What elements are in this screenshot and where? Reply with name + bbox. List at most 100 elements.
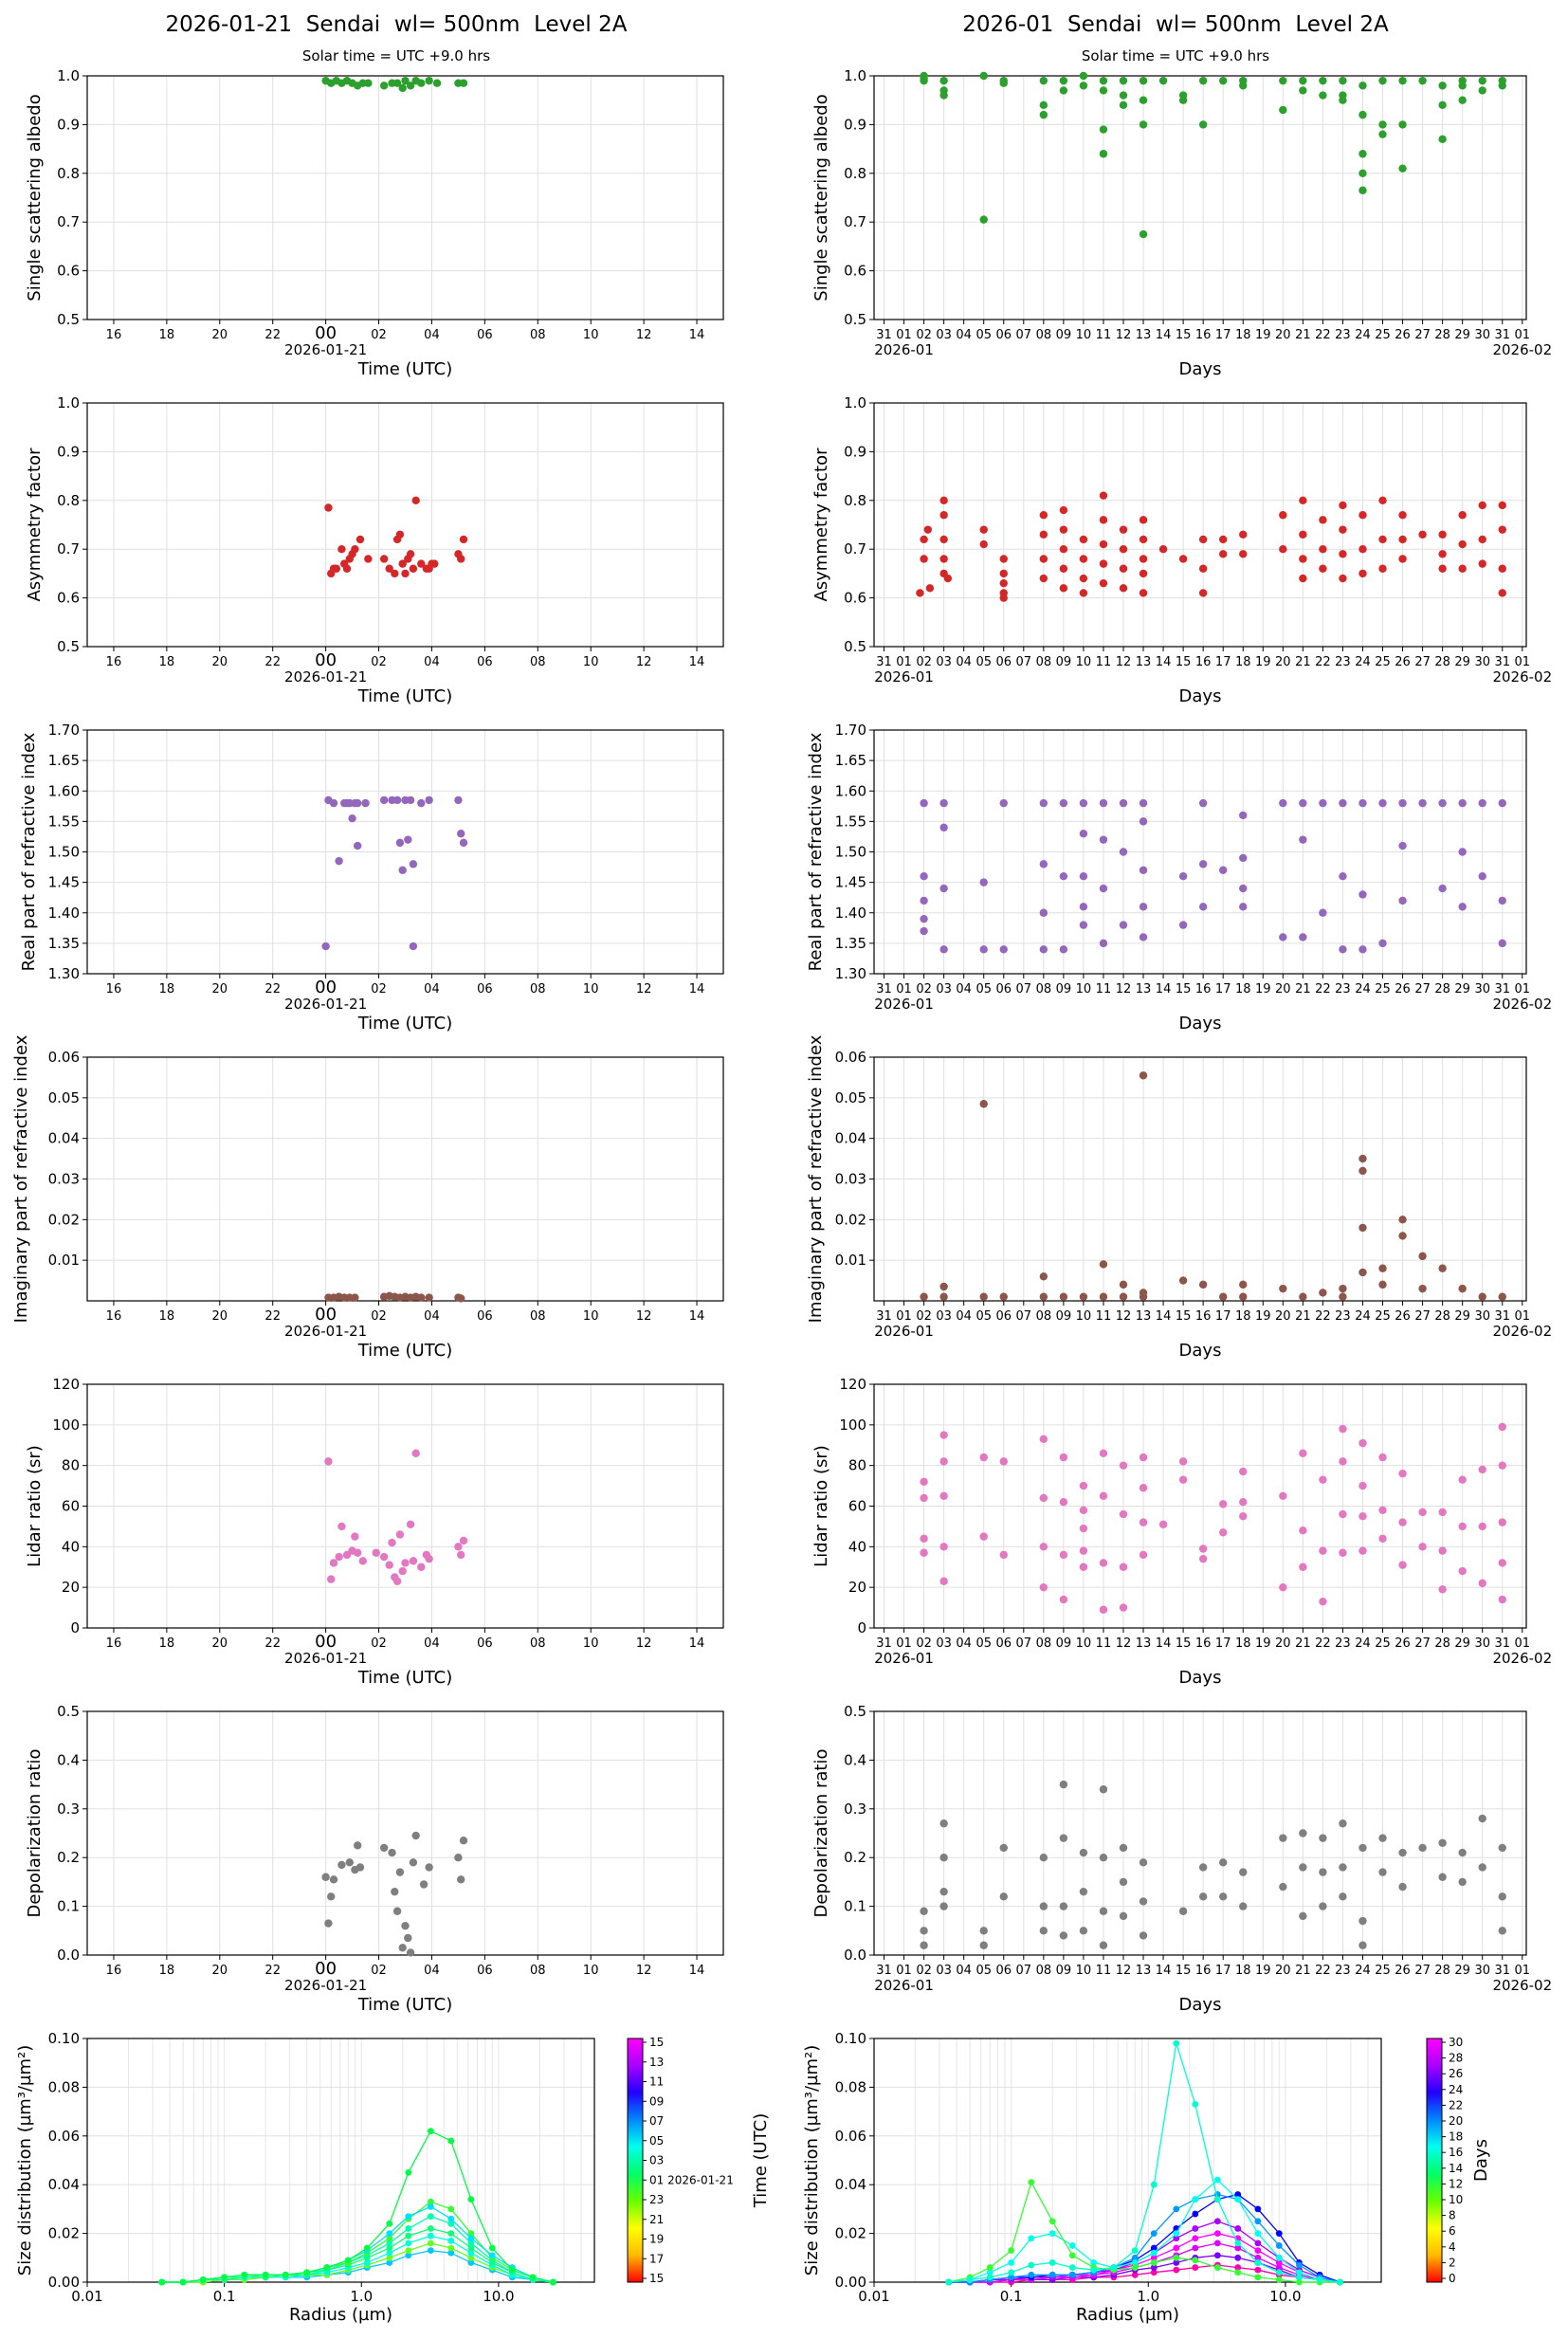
daily-data-point [356, 1863, 365, 1872]
size-y-axis-label: Size distribution (µm³/µm²) [15, 2045, 35, 2276]
monthly-data-point [1378, 496, 1387, 504]
monthly-data-point [1039, 1493, 1048, 1503]
monthly-data-point [979, 71, 988, 81]
monthly-data-point [1458, 82, 1467, 90]
monthly-x-tick-label: 04 [956, 655, 972, 669]
size-series-point [1028, 2271, 1035, 2278]
monthly-data-point [1039, 110, 1048, 119]
daily-data-point [409, 941, 418, 951]
monthly-data-point [1099, 150, 1108, 158]
monthly-y-tick-label: 120 [839, 1376, 866, 1393]
daily-data-point [404, 835, 412, 844]
size-series-point [1275, 2276, 1283, 2283]
monthly-x-tick-label: 13 [1136, 655, 1152, 669]
monthly-data-point [1079, 555, 1088, 563]
size-series-point [1173, 2259, 1180, 2266]
monthly-data-point [1478, 1579, 1486, 1588]
daily-x-tick-label: 20 [212, 1964, 228, 1978]
size-series-point [386, 2235, 393, 2242]
size-series-point [1275, 2259, 1283, 2266]
monthly-x-tick-label: 06 [995, 328, 1012, 342]
monthly-data-point [1039, 1854, 1048, 1862]
monthly-data-point [1099, 1260, 1108, 1269]
daily-y-tick-label: 120 [52, 1376, 80, 1393]
monthly-data-point [1458, 1475, 1467, 1484]
monthly-data-point [999, 79, 1008, 87]
daily-data-point [392, 795, 402, 805]
monthly-x-tick-label: 02 [916, 982, 932, 996]
daily-data-point [459, 1837, 468, 1845]
monthly-data-point [1099, 1491, 1108, 1500]
monthly-data-point [1438, 530, 1447, 539]
daily-data-point [351, 1293, 359, 1302]
daily-y-tick-label: 1.40 [48, 905, 80, 922]
monthly-end-label: 2026-02 [1492, 1977, 1552, 1994]
daily-x-tick-label: 06 [477, 328, 493, 342]
daily-date-label: 2026-01-21 [284, 996, 367, 1013]
daily-x-tick-label: 00 [315, 978, 337, 997]
monthly-y-tick-label: 1.0 [844, 394, 866, 411]
monthly-y-tick-label: 0.8 [844, 165, 866, 182]
monthly-x-tick-label: 13 [1136, 328, 1152, 342]
monthly-data-point [1339, 1863, 1347, 1872]
monthly-data-point [1119, 1877, 1128, 1887]
daily-data-point [406, 1948, 415, 1957]
monthly-y-tick-label: 0.01 [835, 1252, 866, 1269]
size-series-point [1234, 2244, 1242, 2252]
monthly-data-point [1218, 1892, 1228, 1901]
monthly-x-tick-label: 21 [1295, 328, 1311, 342]
monthly-y-tick-label: 0.05 [835, 1089, 866, 1106]
colorbar [1426, 2038, 1443, 2283]
monthly-data-point [1119, 76, 1128, 85]
monthly-data-point [1119, 91, 1128, 100]
monthly-data-point [1059, 545, 1068, 554]
colorbar-tick-label: 13 [649, 2056, 664, 2069]
monthly-data-point [1079, 1927, 1088, 1935]
daily-x-tick-label: 12 [636, 982, 652, 996]
daily-data-point [398, 559, 407, 568]
daily-x-tick-label: 00 [315, 1959, 337, 1979]
monthly-data-point [1358, 569, 1367, 578]
daily-y-tick-label: 0.1 [57, 1898, 80, 1915]
daily-data-point [329, 798, 338, 808]
monthly-x-tick-label: 03 [936, 328, 952, 342]
monthly-data-point [1339, 550, 1347, 558]
monthly-data-point [1339, 872, 1347, 881]
monthly-data-point [1059, 1931, 1068, 1940]
monthly-data-point [1178, 1475, 1188, 1484]
monthly-y-tick-label: 1.30 [835, 965, 866, 982]
daily-x-tick-label: 22 [264, 1309, 281, 1324]
monthly-data-point [999, 578, 1008, 588]
monthly-data-point [999, 945, 1008, 954]
size-series-point [1048, 2230, 1056, 2238]
monthly-panel-asym: 31 01 02 03 04 05 06 07 08 09 10 11 12 13 14 15 16 17 18 19… [811, 394, 1552, 706]
size-series-point [158, 2278, 166, 2286]
colorbar-tick-label: 12 [1449, 2177, 1463, 2190]
size-series-point [1254, 2266, 1262, 2274]
daily-data-point [454, 795, 463, 805]
daily-data-point [351, 1532, 359, 1541]
monthly-data-point [1478, 86, 1486, 95]
monthly-data-point [1418, 530, 1427, 539]
daily-x-tick-label: 12 [636, 1309, 652, 1324]
monthly-x-tick-label: 15 [1176, 655, 1192, 669]
monthly-data-point [1059, 525, 1068, 534]
monthly-y-tick-label: 0.7 [844, 540, 866, 558]
monthly-y-tick-label: 0.4 [844, 1751, 866, 1768]
monthly-data-point [1438, 564, 1447, 573]
colorbar-label: Time (UTC) [751, 2113, 771, 2209]
size-series-point [1131, 2264, 1139, 2271]
monthly-x-tick-label: 31 [876, 982, 892, 996]
daily-y-tick-label: 0.01 [48, 1252, 80, 1269]
monthly-x-tick-label: 05 [975, 1636, 992, 1651]
size-series-point [1254, 2230, 1262, 2238]
daily-y-tick-label: 1.65 [48, 752, 80, 769]
size-series-point [1192, 2235, 1199, 2242]
daily-x-tick-label: 14 [689, 1309, 705, 1324]
daily-x-tick-label: 06 [477, 1309, 493, 1324]
monthly-data-point [1458, 1284, 1467, 1293]
daily-date-label: 2026-01-21 [284, 1650, 367, 1667]
daily-data-point [361, 798, 370, 808]
right-column-subtitle: Solar time = UTC +9.0 hrs [1081, 47, 1270, 64]
